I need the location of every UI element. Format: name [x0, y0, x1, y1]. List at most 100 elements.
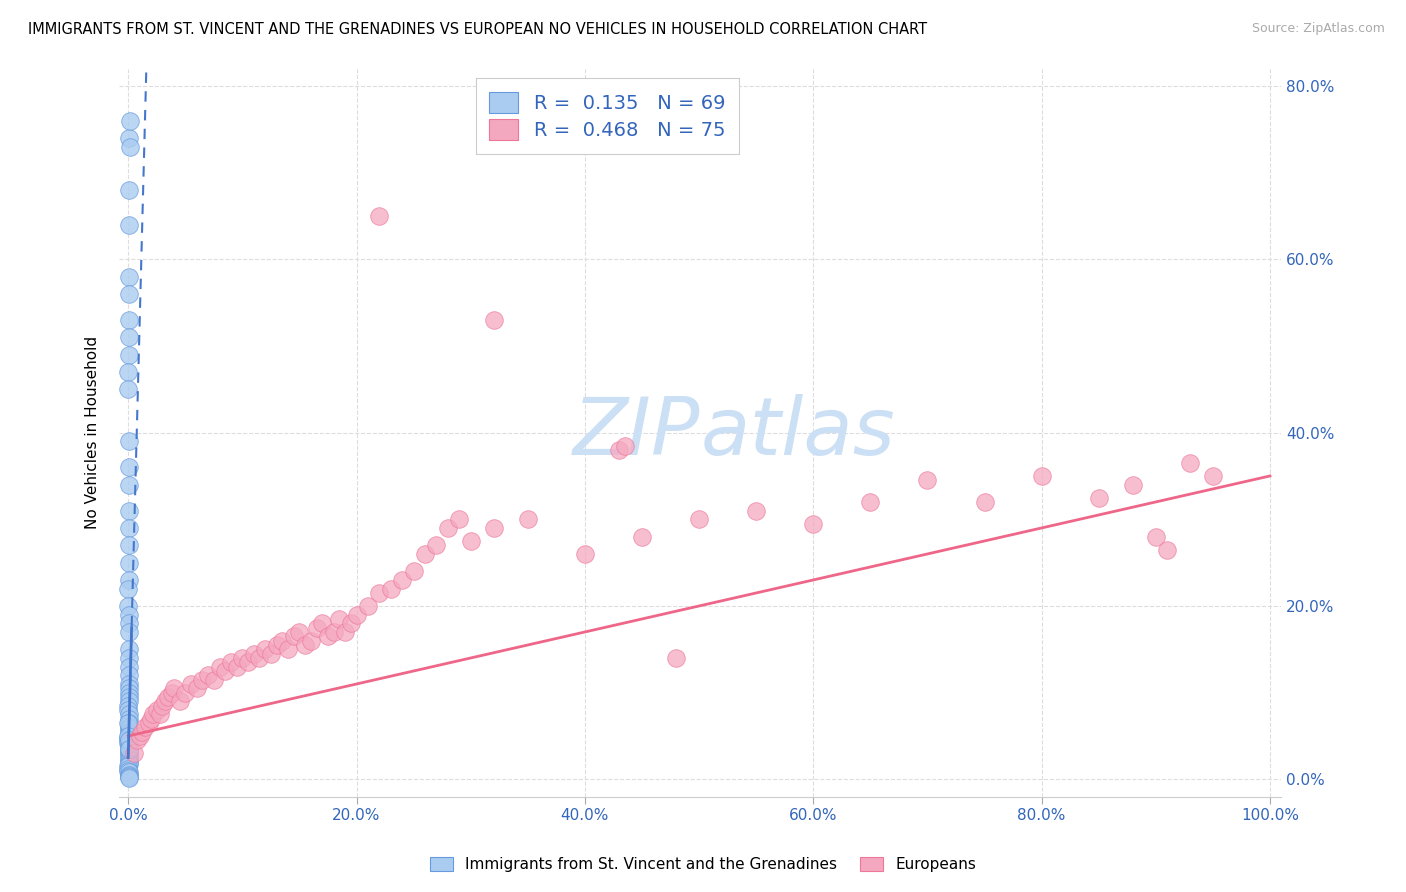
Point — [1087, 491, 1109, 505]
Point — [117, 742, 139, 756]
Point — [368, 209, 391, 223]
Point — [231, 651, 253, 665]
Point — [118, 724, 141, 739]
Point — [117, 659, 139, 673]
Point — [118, 686, 141, 700]
Point — [1031, 469, 1053, 483]
Legend: R =  0.135   N = 69, R =  0.468   N = 75: R = 0.135 N = 69, R = 0.468 N = 75 — [475, 78, 740, 153]
Point — [118, 690, 141, 704]
Point — [118, 218, 141, 232]
Point — [917, 473, 939, 487]
Point — [254, 642, 277, 657]
Point — [117, 651, 139, 665]
Point — [214, 664, 236, 678]
Point — [311, 616, 333, 631]
Point — [380, 582, 402, 596]
Point — [117, 698, 139, 713]
Text: ZIP: ZIP — [572, 393, 700, 472]
Point — [118, 131, 141, 145]
Point — [357, 599, 380, 613]
Point — [117, 736, 139, 750]
Point — [128, 729, 150, 743]
Point — [117, 573, 139, 587]
Point — [118, 642, 141, 657]
Point — [142, 707, 165, 722]
Point — [118, 739, 141, 754]
Point — [117, 753, 139, 767]
Text: Source: ZipAtlas.com: Source: ZipAtlas.com — [1251, 22, 1385, 36]
Point — [118, 668, 141, 682]
Point — [118, 616, 141, 631]
Point — [340, 616, 363, 631]
Point — [117, 764, 139, 778]
Point — [242, 647, 264, 661]
Point — [118, 556, 141, 570]
Point — [152, 698, 174, 713]
Point — [118, 771, 141, 785]
Point — [117, 750, 139, 764]
Point — [322, 624, 344, 639]
Point — [118, 770, 141, 784]
Point — [117, 607, 139, 622]
Point — [186, 681, 208, 696]
Point — [117, 733, 139, 747]
Point — [118, 521, 141, 535]
Point — [516, 512, 538, 526]
Point — [117, 348, 139, 362]
Text: IMMIGRANTS FROM ST. VINCENT AND THE GRENADINES VS EUROPEAN NO VEHICLES IN HOUSEH: IMMIGRANTS FROM ST. VINCENT AND THE GREN… — [28, 22, 927, 37]
Point — [117, 759, 139, 773]
Point — [1178, 456, 1201, 470]
Point — [219, 656, 242, 670]
Point — [631, 530, 654, 544]
Point — [118, 313, 141, 327]
Point — [117, 729, 139, 743]
Point — [574, 547, 596, 561]
Point — [346, 607, 368, 622]
Point — [118, 139, 141, 153]
Point — [117, 707, 139, 722]
Y-axis label: No Vehicles in Household: No Vehicles in Household — [86, 336, 100, 529]
Point — [117, 733, 139, 747]
Point — [118, 681, 141, 696]
Point — [1144, 530, 1167, 544]
Point — [117, 365, 139, 379]
Point — [118, 742, 141, 756]
Point — [460, 533, 482, 548]
Text: atlas: atlas — [700, 393, 896, 472]
Point — [118, 747, 141, 761]
Point — [117, 503, 139, 517]
Point — [117, 738, 139, 752]
Point — [118, 756, 141, 771]
Point — [118, 677, 141, 691]
Point — [1122, 477, 1144, 491]
Point — [202, 673, 225, 687]
Point — [437, 521, 460, 535]
Point — [131, 724, 153, 739]
Point — [449, 512, 471, 526]
Point — [118, 269, 141, 284]
Point — [163, 681, 186, 696]
Point — [117, 762, 139, 776]
Point — [153, 694, 176, 708]
Point — [117, 582, 139, 596]
Point — [169, 694, 191, 708]
Point — [197, 668, 219, 682]
Point — [117, 731, 139, 745]
Point — [277, 642, 299, 657]
Point — [402, 564, 425, 578]
Point — [801, 516, 824, 531]
Point — [225, 659, 247, 673]
Point — [117, 716, 139, 731]
Point — [859, 495, 882, 509]
Point — [118, 624, 141, 639]
Point — [288, 624, 311, 639]
Point — [191, 673, 214, 687]
Point — [283, 629, 305, 643]
Point — [117, 599, 139, 613]
Point — [118, 477, 141, 491]
Point — [249, 651, 271, 665]
Point — [117, 765, 139, 780]
Point — [482, 521, 505, 535]
Point — [118, 113, 141, 128]
Point — [1202, 469, 1225, 483]
